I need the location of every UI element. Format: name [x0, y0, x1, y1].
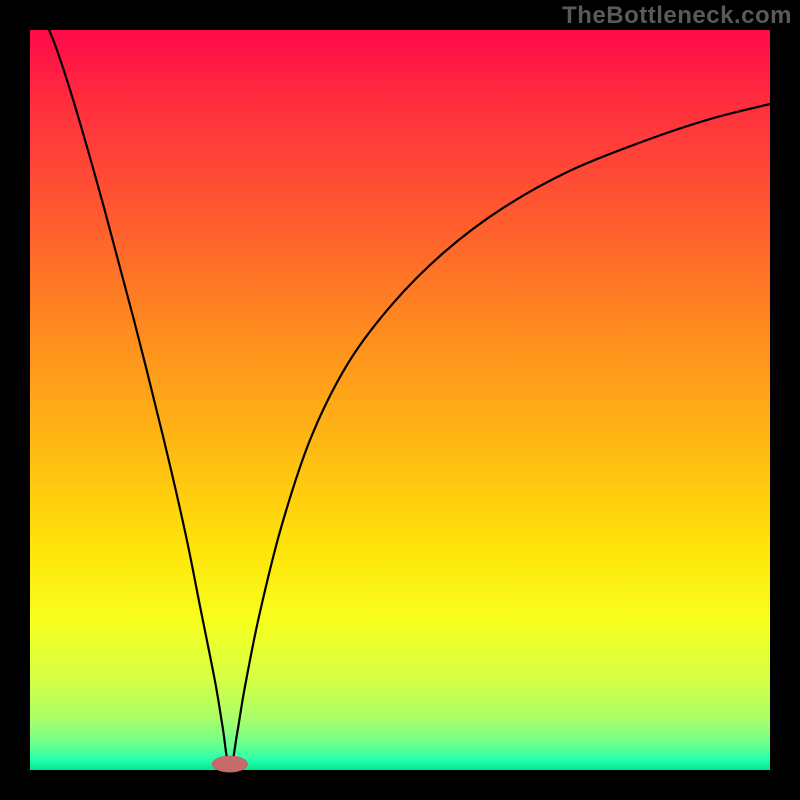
plot-background-gradient — [30, 30, 770, 770]
bottleneck-chart — [0, 0, 800, 800]
optimum-marker — [212, 756, 248, 772]
watermark-text: TheBottleneck.com — [562, 2, 792, 30]
chart-container: TheBottleneck.com — [0, 0, 800, 800]
